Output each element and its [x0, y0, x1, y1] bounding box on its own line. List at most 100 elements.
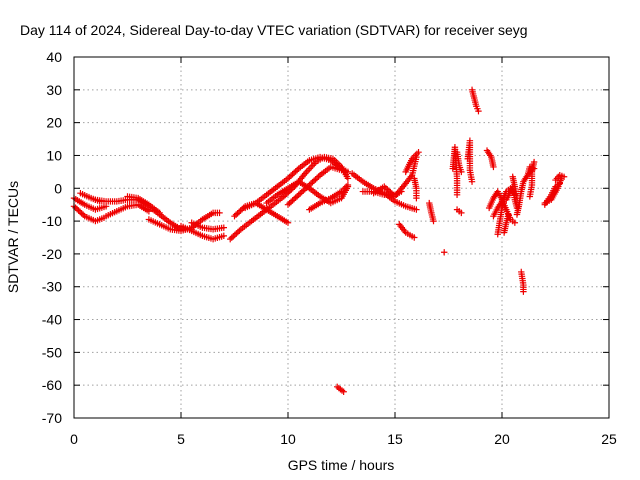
data-point: [233, 230, 240, 237]
data-point: [220, 232, 227, 240]
data-point: [284, 201, 292, 208]
data-point: [413, 206, 420, 213]
data-point: [234, 210, 241, 217]
data-point: [441, 249, 448, 256]
data-point: [295, 191, 302, 199]
data-point: [79, 211, 87, 218]
data-point: [235, 208, 243, 216]
data-point: [520, 288, 527, 295]
y-tick-label: -60: [42, 377, 62, 393]
data-point: [78, 210, 85, 217]
data-point: [430, 217, 437, 225]
data-point: [290, 195, 298, 203]
data-point: [280, 193, 287, 200]
data-point: [490, 163, 497, 171]
y-tick-label: -70: [42, 410, 62, 426]
data-point: [76, 208, 84, 216]
data-point: [231, 212, 238, 220]
data-point: [227, 235, 234, 243]
data-point: [315, 173, 322, 180]
x-tick-label: 25: [601, 431, 617, 447]
data-point: [556, 180, 563, 187]
x-tick-label: 20: [494, 431, 510, 447]
grid: [74, 57, 609, 418]
y-tick-label: 40: [46, 49, 62, 65]
data-point: [293, 166, 301, 174]
data-point: [156, 209, 163, 217]
x-tick-label: 5: [177, 431, 185, 447]
data-point: [458, 209, 465, 217]
data-point: [384, 186, 391, 193]
y-tick-label: 0: [54, 180, 62, 196]
data-point: [307, 180, 315, 187]
data-point: [388, 190, 396, 197]
data-point: [228, 234, 235, 241]
data-point: [411, 234, 418, 241]
y-tick-label: -10: [42, 213, 62, 229]
data-point: [286, 200, 293, 207]
data-point: [310, 177, 318, 184]
data-point: [340, 388, 347, 395]
data-point: [286, 173, 293, 181]
data-point: [232, 211, 240, 218]
data-point: [287, 172, 295, 179]
data-point: [505, 211, 512, 218]
x-tick-label: 10: [280, 431, 296, 447]
data-point: [75, 207, 82, 214]
data-point: [287, 198, 295, 206]
y-tick-label: 30: [46, 82, 62, 98]
x-tick-label: 0: [70, 431, 78, 447]
data-points: [70, 86, 568, 395]
data-point: [344, 181, 352, 189]
data-point: [303, 184, 310, 192]
data-point: [381, 183, 388, 190]
y-tick-label: -50: [42, 344, 62, 360]
data-point: [301, 186, 309, 193]
data-point: [468, 178, 476, 185]
data-point: [234, 228, 242, 236]
data-point: [415, 148, 422, 156]
data-point: [511, 219, 519, 226]
y-tick-label: -40: [42, 312, 62, 328]
data-point: [293, 193, 301, 200]
data-point: [72, 204, 79, 211]
data-point: [309, 178, 316, 186]
data-point: [298, 188, 305, 196]
data-point: [458, 168, 465, 176]
data-point: [312, 176, 319, 183]
y-axis-label: SDTVAR / TECUs: [5, 181, 21, 293]
plot-frame: [73, 56, 610, 419]
data-point: [382, 184, 390, 192]
data-point: [530, 158, 538, 166]
data-point: [284, 175, 292, 182]
data-point: [475, 107, 482, 115]
data-point: [289, 171, 296, 178]
chart-title: Day 114 of 2024, Sidereal Day-to-day VTE…: [20, 22, 528, 38]
data-point: [560, 173, 568, 180]
data-point: [344, 168, 352, 176]
data-point: [145, 208, 153, 215]
data-point: [313, 174, 321, 182]
data-point: [237, 207, 244, 214]
x-tick-label: 15: [387, 431, 403, 447]
data-point: [387, 189, 394, 196]
data-point: [230, 233, 237, 240]
data-point: [385, 187, 393, 195]
data-point: [238, 205, 246, 213]
data-point: [413, 194, 420, 202]
y-tick-label: -30: [42, 279, 62, 295]
data-point: [292, 168, 299, 175]
data-point: [289, 197, 296, 204]
y-tick-label: 20: [46, 115, 62, 131]
data-point: [216, 209, 223, 217]
axis-ticks: 0 5 10 15 20 25 -70 -60 -50 -40 -30 -20 -10 0 10 20 30 40: [42, 49, 617, 447]
data-point: [290, 169, 298, 177]
data-point: [220, 224, 227, 231]
y-tick-label: -20: [42, 246, 62, 262]
data-point: [297, 190, 304, 197]
data-point: [304, 183, 312, 190]
data-point: [236, 227, 243, 234]
data-point: [284, 219, 292, 226]
data-point: [231, 231, 239, 239]
